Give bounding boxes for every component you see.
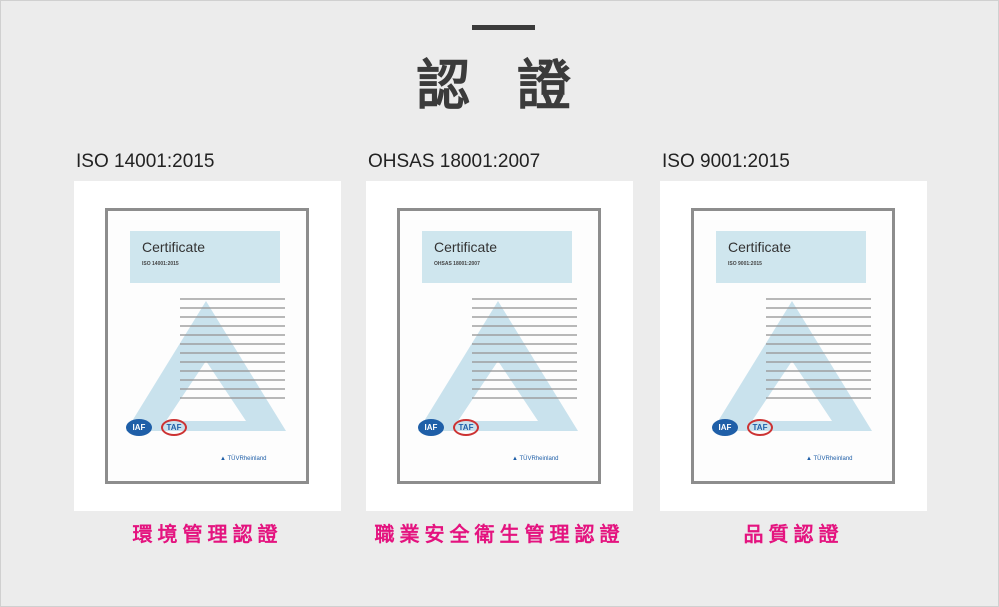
certificate-image: Certificate ISO 14001:2015 IAF TAF ▲ TÜV…: [105, 208, 309, 484]
certificate-heading: Certificate: [142, 239, 206, 255]
taf-logo: TAF: [453, 419, 479, 436]
certificate-header: Certificate ISO 14001:2015: [130, 231, 280, 283]
tuv-rheinland-logo: ▲ TÜVRheinland: [806, 456, 853, 462]
iaf-logo: IAF: [418, 419, 444, 436]
taf-logo: TAF: [747, 419, 773, 436]
certificate-standard-label: ISO 9001:2015: [662, 151, 790, 172]
taf-logo: TAF: [161, 419, 187, 436]
tuv-rheinland-logo: ▲ TÜVRheinland: [512, 456, 559, 462]
certificate-standard-label: ISO 14001:2015: [76, 151, 215, 172]
certificate-caption: 環境管理認證: [132, 522, 283, 546]
certificate-card[interactable]: Certificate ISO 9001:2015 IAF TAF ▲ TÜVR…: [660, 181, 927, 511]
certificate-standard: ISO 9001:2015: [728, 261, 762, 267]
certificate-standard: OHSAS 18001:2007: [434, 261, 480, 267]
certificate-card[interactable]: Certificate ISO 14001:2015 IAF TAF ▲ TÜV…: [74, 181, 341, 511]
certificate-image: Certificate OHSAS 18001:2007 IAF TAF ▲ T…: [397, 208, 601, 484]
certificate-body-text: [716, 291, 871, 406]
certificate-standard-label: OHSAS 18001:2007: [368, 151, 541, 172]
certificate-image: Certificate ISO 9001:2015 IAF TAF ▲ TÜVR…: [691, 208, 895, 484]
certificate-caption: 品質認證: [743, 522, 844, 546]
certificate-heading: Certificate: [728, 239, 792, 255]
certificate-body-text: [422, 291, 577, 406]
iaf-logo: IAF: [126, 419, 152, 436]
certificate-body-text: [130, 291, 285, 406]
certificate-header: Certificate OHSAS 18001:2007: [422, 231, 572, 283]
certificate-caption: 職業安全衛生管理認證: [374, 522, 625, 546]
certificate-heading: Certificate: [434, 239, 498, 255]
certificate-standard: ISO 14001:2015: [142, 261, 179, 267]
certificate-card[interactable]: Certificate OHSAS 18001:2007 IAF TAF ▲ T…: [366, 181, 633, 511]
page-title: 認 證: [416, 54, 585, 117]
title-decoration-bar: [472, 25, 535, 30]
iaf-logo: IAF: [712, 419, 738, 436]
certificate-header: Certificate ISO 9001:2015: [716, 231, 866, 283]
tuv-rheinland-logo: ▲ TÜVRheinland: [220, 456, 267, 462]
